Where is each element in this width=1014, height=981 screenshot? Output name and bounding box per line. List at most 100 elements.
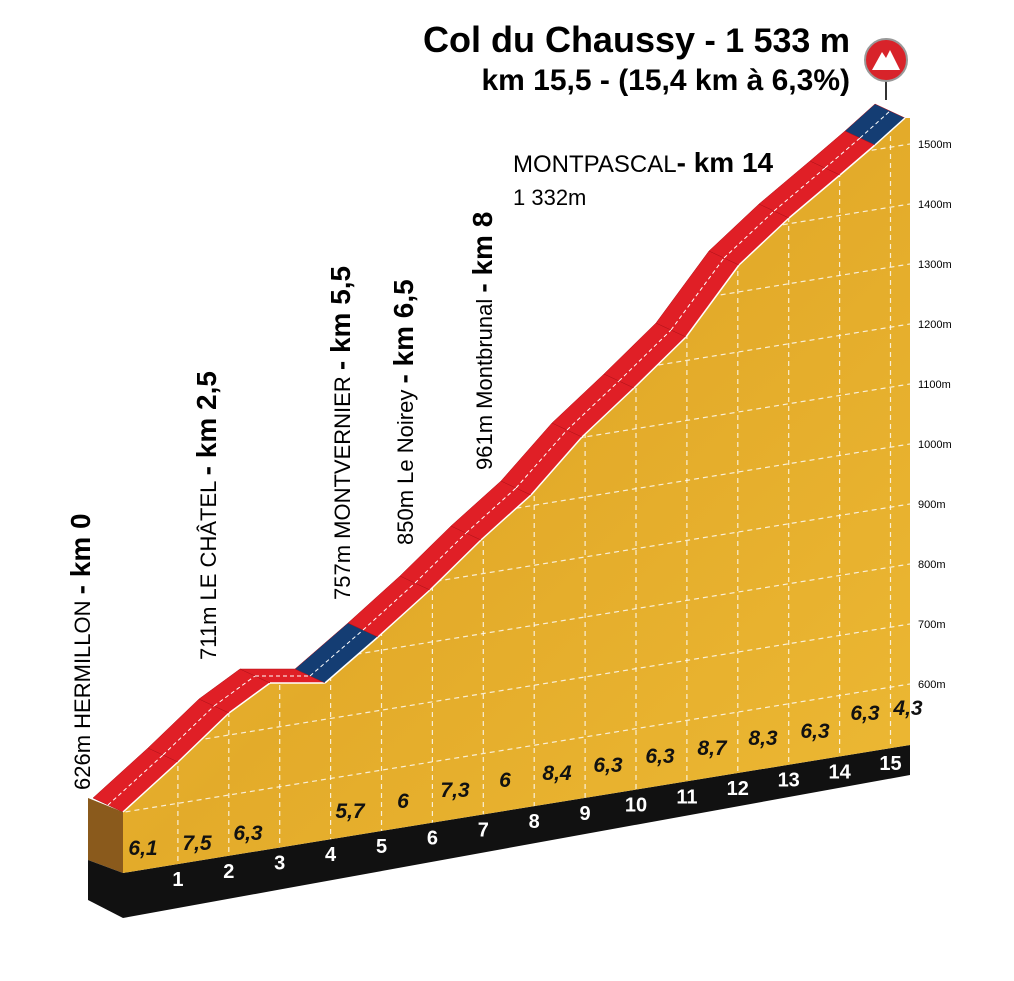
waypoint: 711m LE CHÂTEL - km 2,5: [191, 371, 222, 660]
waypoint-altitude: 1 332m: [513, 185, 586, 210]
waypoint: 961m Montbrunal - km 8: [467, 212, 498, 470]
road-edge: [177, 712, 230, 763]
elevation-label: 900m: [918, 499, 946, 511]
gradient-label: 4,3: [892, 697, 923, 720]
road-edge: [738, 217, 790, 266]
km-marker: 7: [478, 819, 489, 841]
elevation-label: 600m: [918, 679, 946, 691]
waypoint-km: - km 0: [65, 513, 96, 594]
road-edge: [122, 761, 179, 813]
km-marker: 14: [828, 761, 851, 783]
base-side: [88, 860, 123, 918]
road-edge: [377, 589, 431, 638]
gradient-label: 7,5: [182, 832, 212, 855]
waypoint: 757m MONTVERNIER - km 5,5: [325, 266, 356, 600]
km-marker: 4: [325, 844, 337, 866]
road-center: [515, 429, 568, 489]
gradient-label: 8,4: [542, 762, 572, 785]
road-edge: [530, 436, 583, 496]
waypoint: 850m Le Noirey - km 6,5: [388, 279, 419, 545]
title: Col du Chaussy - 1 533 m: [423, 19, 850, 60]
gradient-label: 6,3: [593, 754, 623, 777]
km-marker: 11: [676, 786, 697, 808]
elevation-label: 1300m: [918, 259, 952, 271]
road-edge: [228, 682, 271, 714]
base-front: [123, 745, 910, 918]
road-center: [414, 532, 467, 584]
gradient-label: 5,7: [335, 800, 366, 823]
gradient-label: 8,3: [748, 727, 778, 750]
side-face: [88, 798, 123, 873]
gradient-label: 6: [397, 790, 409, 813]
road-edge: [839, 144, 876, 176]
km-marker: 8: [529, 811, 540, 833]
subtitle: km 15,5 - (15,4 km à 6,3%): [481, 64, 850, 97]
waypoint: 626m HERMILLON - km 0: [65, 513, 96, 790]
elevation-label: 1000m: [918, 439, 952, 451]
gradient-label: 8,7: [697, 737, 728, 760]
elevation-label: 700m: [918, 619, 946, 631]
grid-line: [123, 683, 910, 819]
km-marker: 5: [376, 836, 387, 858]
road-center: [723, 210, 775, 259]
km-marker: 2: [223, 861, 234, 883]
waypoint-altitude: 850m: [393, 490, 418, 545]
road-edge: [581, 387, 635, 438]
title-name: Col du Chaussy: [423, 19, 695, 60]
road-center: [618, 329, 672, 382]
road-edge: [874, 117, 906, 146]
road-center: [162, 705, 215, 756]
road-center: [362, 582, 416, 631]
waypoint-name: Montbrunal: [472, 299, 497, 409]
waypoint-name: LE CHÂTEL: [196, 481, 221, 601]
road-band: [92, 103, 906, 813]
road-edge: [788, 174, 841, 219]
km-marker: 15: [879, 753, 901, 775]
km-marker: 3: [274, 853, 285, 875]
waypoint-name: MONTPASCAL: [513, 151, 677, 178]
road-center: [107, 754, 164, 806]
summit-waypoint: MONTPASCAL- km 14: [513, 147, 774, 178]
summit-icon: [864, 38, 908, 100]
road-center: [213, 675, 256, 707]
gradient-label: 6,3: [645, 745, 675, 768]
waypoint-km: - km 5,5: [325, 266, 356, 370]
gradient-label: 6: [499, 769, 511, 792]
waypoint-name: HERMILLON: [70, 600, 95, 728]
waypoint-km: - km 2,5: [191, 371, 222, 475]
waypoint-name: MONTVERNIER: [330, 376, 355, 539]
km-marker: 6: [427, 828, 438, 850]
km-marker: 1: [172, 869, 183, 891]
waypoint-km: - km 8: [467, 212, 498, 293]
waypoint-km: - km 14: [677, 147, 774, 178]
waypoint-altitude: 757m: [330, 545, 355, 600]
elevation-label: 1100m: [918, 379, 951, 391]
road-center: [670, 257, 725, 331]
km-marker: 10: [625, 795, 647, 817]
gradient-label: 6,3: [233, 822, 263, 845]
elevation-label: 1200m: [918, 319, 952, 331]
gradient-label: 6,1: [128, 837, 157, 860]
road-edge: [633, 336, 687, 389]
gradient-label: 6,3: [850, 702, 880, 725]
km-marker: 9: [580, 803, 591, 825]
road-edge: [685, 264, 740, 338]
gradient-label: 7,3: [440, 779, 470, 802]
road-edge: [429, 539, 482, 591]
waypoint-altitude: 711m: [196, 607, 221, 660]
road-edge: [324, 636, 379, 684]
elevation-label: 800m: [918, 559, 946, 571]
waypoint-name: Le Noirey: [393, 390, 418, 484]
road-center: [465, 487, 517, 534]
waypoint-altitude: 626m: [70, 735, 95, 790]
profile-face: [123, 118, 910, 873]
grid-line: [123, 623, 910, 759]
road-edge: [480, 494, 532, 541]
km-marker: 12: [727, 778, 749, 800]
waypoint-km: - km 6,5: [388, 279, 419, 383]
road-center: [309, 629, 364, 677]
road-center: [824, 137, 861, 169]
gradient-label: 6,3: [800, 720, 830, 743]
waypoint-altitude: 961m: [472, 415, 497, 470]
